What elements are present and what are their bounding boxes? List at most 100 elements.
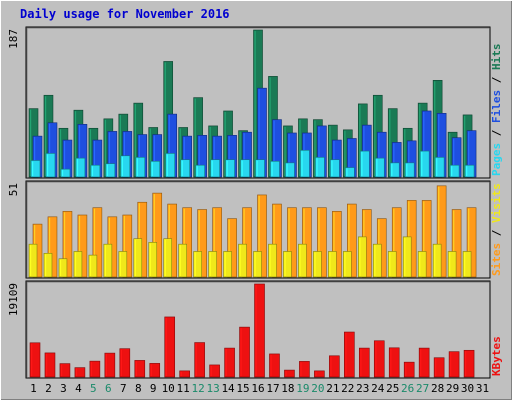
legend-visits: Visits xyxy=(490,183,503,223)
x-tick-label: 8 xyxy=(135,382,142,395)
pages-bar xyxy=(135,157,146,178)
sites-bar xyxy=(402,236,412,278)
sites-bar xyxy=(133,238,143,278)
kbytes-bar xyxy=(104,352,116,378)
kbytes-bar xyxy=(59,363,71,378)
x-tick-label: 12 xyxy=(192,382,205,395)
legend-files: Files xyxy=(490,90,503,123)
visits-bar xyxy=(47,216,58,278)
legend-pages: Pages xyxy=(490,143,503,176)
visits-bar xyxy=(212,207,222,278)
sites-bar xyxy=(73,251,83,278)
x-tick-label: 9 xyxy=(150,382,157,395)
visits-bar xyxy=(182,207,192,278)
pages-bar xyxy=(300,149,310,178)
legend-separator: / xyxy=(490,123,503,143)
visits-bar xyxy=(302,207,312,278)
visits-bar xyxy=(197,209,207,278)
pages-bar xyxy=(60,168,71,178)
kbytes-bar xyxy=(209,364,220,378)
visits-bar xyxy=(122,214,133,278)
x-tick-label: 23 xyxy=(356,382,369,395)
sites-bar xyxy=(462,251,472,278)
x-tick-label: 22 xyxy=(341,382,354,395)
kbytes-bar xyxy=(403,361,415,378)
pages-bar xyxy=(120,155,131,178)
x-tick-label: 30 xyxy=(461,382,474,395)
sites-bar xyxy=(357,236,367,278)
x-tick-label: 6 xyxy=(105,382,112,395)
x-tick-label: 2 xyxy=(45,382,52,395)
kbytes-bar xyxy=(134,360,146,378)
sites-bar xyxy=(417,251,427,278)
sites-bar xyxy=(28,243,38,278)
y-max-label-bottom: 19109 xyxy=(7,283,20,316)
sites-bar xyxy=(238,243,247,278)
visits-bar xyxy=(466,207,477,278)
sites-bar xyxy=(268,243,277,278)
x-tick-label: 13 xyxy=(206,382,219,395)
sites-bar xyxy=(118,251,128,278)
pages-bar xyxy=(105,163,116,178)
visits-bar xyxy=(436,185,447,278)
kbytes-bar xyxy=(194,342,205,378)
kbytes-bar xyxy=(418,347,430,378)
sites-bar xyxy=(372,243,382,278)
x-tick-label: 16 xyxy=(251,382,264,395)
sites-bar xyxy=(58,258,68,278)
kbytes-bar xyxy=(119,348,131,378)
visits-bar xyxy=(62,211,73,278)
x-tick-label: 26 xyxy=(401,382,414,395)
kbytes-bar xyxy=(29,342,41,378)
x-tick-label: 19 xyxy=(296,382,309,395)
sites-bar xyxy=(447,251,457,278)
kbytes-bar xyxy=(269,353,280,378)
kbytes-bar xyxy=(284,369,295,378)
kbytes-bar xyxy=(179,370,190,378)
pages-bar xyxy=(419,150,430,178)
pages-bar xyxy=(240,159,250,178)
kbytes-bar xyxy=(149,363,161,378)
sites-bar xyxy=(178,243,187,278)
visits-bar xyxy=(317,207,327,278)
sites-bar xyxy=(43,252,53,278)
legend-sites: Sites xyxy=(490,243,503,276)
sites-bar xyxy=(328,251,337,278)
pages-bar xyxy=(374,157,385,178)
visits-bar xyxy=(272,203,282,278)
visits-bar xyxy=(421,200,432,278)
x-tick-label: 29 xyxy=(446,382,459,395)
sites-bar xyxy=(432,243,442,278)
x-tick-label: 7 xyxy=(120,382,127,395)
x-tick-label: 18 xyxy=(281,382,294,395)
kbytes-bar xyxy=(314,370,325,378)
x-tick-label: 14 xyxy=(221,382,235,395)
kbytes-bar xyxy=(164,316,176,378)
kbytes-bar xyxy=(89,360,101,378)
pages-bar xyxy=(45,153,56,178)
x-tick-label: 31 xyxy=(476,382,489,395)
sites-bar xyxy=(283,251,292,278)
sites-bar xyxy=(387,251,397,278)
x-tick-label: 21 xyxy=(326,382,339,395)
kbytes-bar xyxy=(44,352,56,378)
kbytes-bar xyxy=(239,326,250,378)
pages-bar xyxy=(225,159,235,178)
kbytes-bar xyxy=(448,351,460,378)
pages-bar xyxy=(255,159,265,178)
x-tick-label: 11 xyxy=(177,382,190,395)
x-tick-label: 4 xyxy=(75,382,82,395)
pages-bar xyxy=(150,160,161,178)
x-tick-label: 1 xyxy=(30,382,37,395)
x-tick-label: 5 xyxy=(90,382,97,395)
pages-bar xyxy=(270,160,280,178)
kbytes-bar xyxy=(344,331,355,378)
x-tick-label: 25 xyxy=(386,382,399,395)
kbytes-bar xyxy=(299,361,310,378)
sites-bar xyxy=(223,251,232,278)
kbytes-bar xyxy=(373,340,385,378)
sites-bar xyxy=(253,251,262,278)
x-tick-label: 3 xyxy=(60,382,67,395)
kbytes-bar xyxy=(254,283,265,378)
